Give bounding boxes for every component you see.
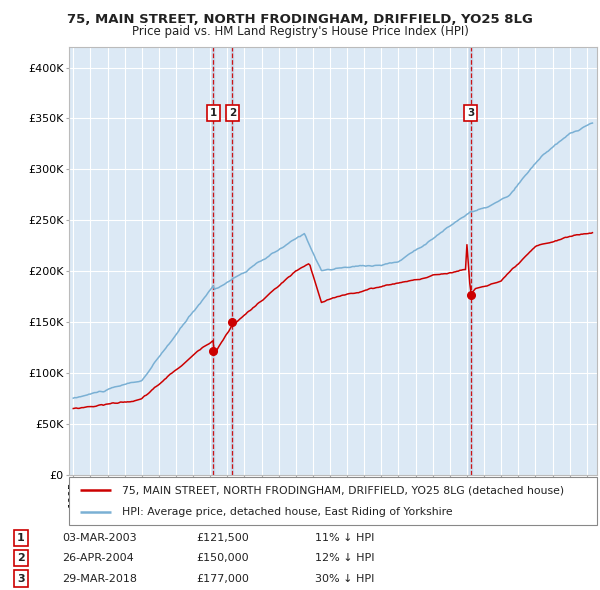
- Text: 2: 2: [229, 109, 236, 119]
- FancyBboxPatch shape: [69, 477, 597, 525]
- Text: 1: 1: [17, 533, 25, 543]
- Text: 2: 2: [17, 553, 25, 563]
- Text: £121,500: £121,500: [196, 533, 249, 543]
- Text: Price paid vs. HM Land Registry's House Price Index (HPI): Price paid vs. HM Land Registry's House …: [131, 25, 469, 38]
- Text: £177,000: £177,000: [196, 573, 249, 584]
- Text: 1: 1: [209, 109, 217, 119]
- Bar: [212, 47, 214, 475]
- Text: 3: 3: [467, 109, 474, 119]
- Text: 3: 3: [17, 573, 25, 584]
- Bar: [231, 47, 233, 475]
- Text: 26-APR-2004: 26-APR-2004: [62, 553, 134, 563]
- Text: 30% ↓ HPI: 30% ↓ HPI: [315, 573, 374, 584]
- Bar: [469, 47, 472, 475]
- Text: 11% ↓ HPI: 11% ↓ HPI: [315, 533, 374, 543]
- Text: 12% ↓ HPI: 12% ↓ HPI: [315, 553, 374, 563]
- Text: 29-MAR-2018: 29-MAR-2018: [62, 573, 137, 584]
- Text: £150,000: £150,000: [196, 553, 249, 563]
- Text: 75, MAIN STREET, NORTH FRODINGHAM, DRIFFIELD, YO25 8LG: 75, MAIN STREET, NORTH FRODINGHAM, DRIFF…: [67, 13, 533, 26]
- Text: HPI: Average price, detached house, East Riding of Yorkshire: HPI: Average price, detached house, East…: [122, 507, 452, 517]
- Text: 75, MAIN STREET, NORTH FRODINGHAM, DRIFFIELD, YO25 8LG (detached house): 75, MAIN STREET, NORTH FRODINGHAM, DRIFF…: [122, 485, 564, 495]
- Text: 03-MAR-2003: 03-MAR-2003: [62, 533, 137, 543]
